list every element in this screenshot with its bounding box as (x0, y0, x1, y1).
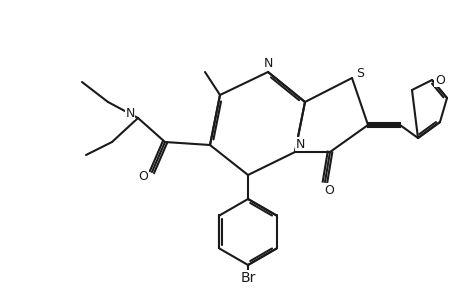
Text: O: O (138, 170, 148, 184)
Text: N: N (125, 106, 134, 119)
Text: O: O (434, 74, 444, 86)
Text: N: N (263, 56, 272, 70)
Text: N: N (295, 137, 304, 151)
Text: S: S (355, 67, 363, 80)
Text: Br: Br (240, 271, 255, 285)
Text: O: O (323, 184, 333, 196)
